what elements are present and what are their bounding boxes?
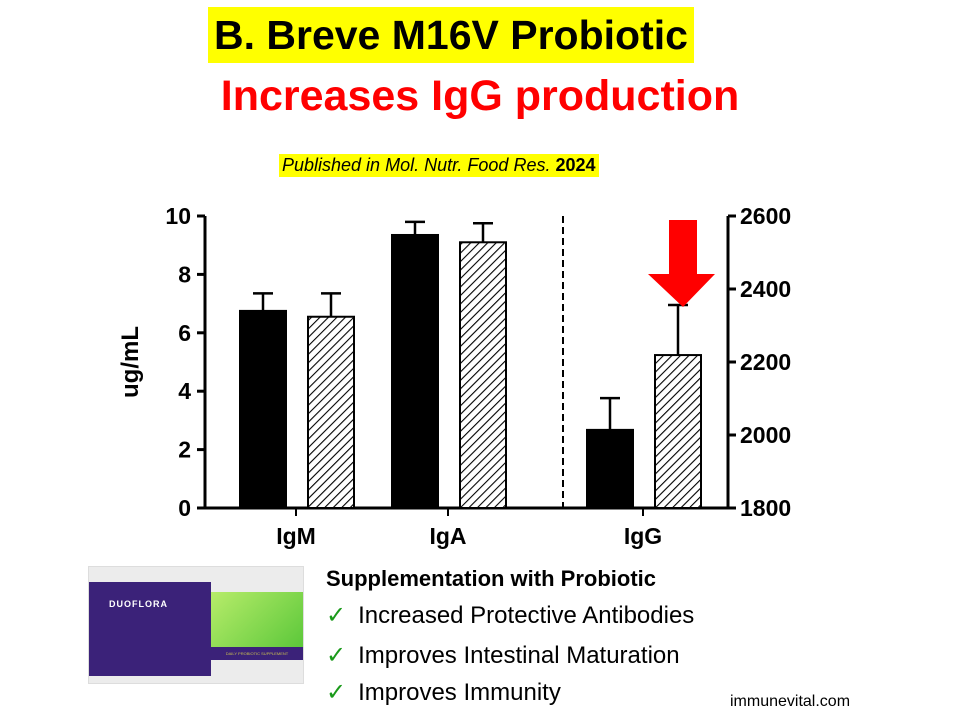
y-tick-label: 4 (178, 378, 191, 404)
benefits-heading: Supplementation with Probiotic (326, 566, 656, 591)
benefit-text: Increased Protective Antibodies (358, 602, 695, 629)
slide-title: B. Breve M16V Probiotic (208, 7, 694, 63)
bar-IgA-control (391, 233, 439, 509)
x-tick-label: IgG (624, 523, 662, 549)
benefit-item: ✓ Increased Protective Antibodies (326, 601, 694, 630)
slide-subtitle: Increases IgG production (220, 72, 740, 120)
y2-tick-label: 2400 (740, 276, 791, 302)
bar-IgA-probiotic (459, 241, 507, 509)
red-down-arrow-icon (648, 220, 715, 307)
y2-tick-label: 2600 (740, 203, 791, 229)
product-band-text: DAILY PROBIOTIC SUPPLEMENT (211, 647, 303, 660)
bar-IgG-probiotic (654, 354, 702, 509)
y2-tick-label: 2200 (740, 349, 791, 375)
bar-chart: 0 2 4 6 8 10 1800 2000 2200 2400 2600 IgM IgA IgG ug/… (117, 203, 791, 549)
website-url: immunevital.com (730, 693, 851, 710)
y2-tick-label: 2000 (740, 422, 791, 448)
y-tick-label: 10 (165, 203, 191, 229)
bar-IgG-control (586, 428, 634, 510)
y-axis-label: ug/mL (117, 326, 144, 398)
bar-IgM-control (239, 309, 287, 509)
benefit-text: Improves Immunity (358, 679, 561, 706)
y2-tick-label: 1800 (740, 495, 791, 521)
product-image: DAILY PROBIOTIC SUPPLEMENT DUOFLORA (88, 566, 304, 684)
x-tick-label: IgM (276, 523, 316, 549)
check-icon: ✓ (326, 602, 347, 629)
y-tick-label: 8 (178, 261, 191, 287)
publication-note: Published in Mol. Nutr. Food Res. 2024 (279, 154, 599, 177)
check-icon: ✓ (326, 679, 347, 706)
benefit-item: ✓ Improves Immunity (326, 678, 561, 707)
benefit-text: Improves Intestinal Maturation (358, 642, 680, 669)
y-tick-label: 6 (178, 320, 191, 346)
publication-journal: Published in Mol. Nutr. Food Res. (282, 155, 551, 175)
x-tick-label: IgA (429, 523, 466, 549)
check-icon: ✓ (326, 642, 347, 669)
bar-IgM-probiotic (307, 315, 355, 509)
product-brand: DUOFLORA (109, 599, 168, 609)
benefit-item: ✓ Improves Intestinal Maturation (326, 641, 680, 670)
y-tick-label: 2 (178, 437, 191, 463)
publication-year: 2024 (555, 155, 596, 175)
y-tick-label: 0 (178, 495, 191, 521)
